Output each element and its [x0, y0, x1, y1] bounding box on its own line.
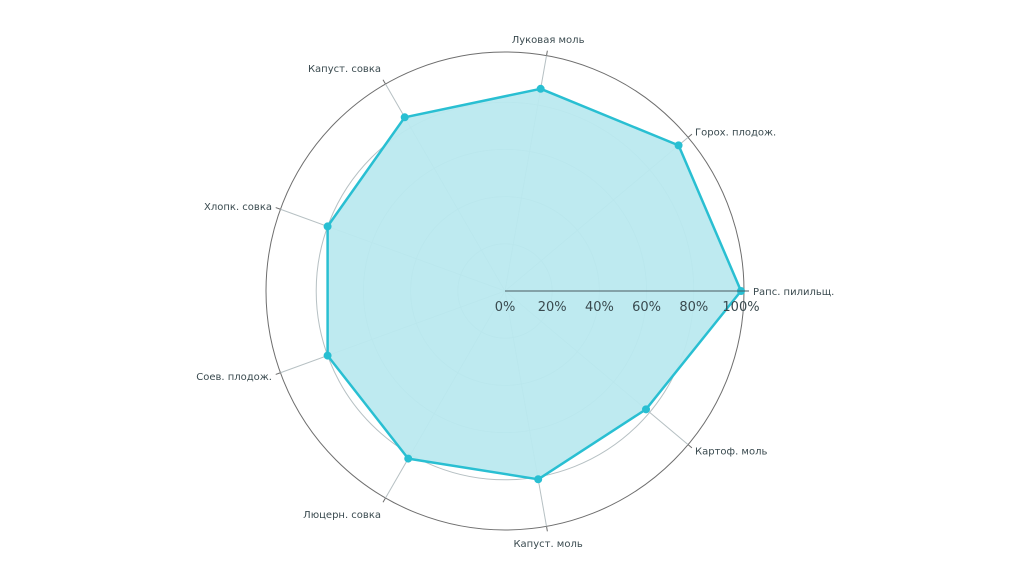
data-point — [404, 454, 413, 463]
category-label: Луковая моль — [512, 35, 585, 46]
category-label: Соев. плодож. — [196, 372, 272, 383]
category-label: Капуст. моль — [513, 539, 582, 550]
spoke-tick — [382, 79, 386, 85]
radial-tick-label: 100% — [722, 300, 759, 315]
category-label: Люцерн. совка — [303, 510, 381, 521]
category-label: Рапс. пилильщ. — [753, 287, 834, 298]
category-label: Капуст. совка — [308, 64, 381, 75]
data-point — [642, 405, 651, 414]
radial-tick-label: 60% — [632, 300, 661, 315]
spoke-tick — [546, 50, 548, 56]
data-point — [534, 475, 543, 484]
category-label: Хлопк. совка — [204, 202, 272, 213]
spoke-tick — [687, 133, 693, 138]
spoke-tick — [687, 444, 693, 449]
category-label: Горох. плодож. — [695, 128, 776, 139]
series-layer — [323, 84, 745, 484]
data-point — [400, 113, 409, 122]
spoke-tick — [275, 207, 281, 210]
radial-tick-label: 80% — [679, 300, 708, 315]
data-point — [323, 351, 332, 360]
spoke-tick — [275, 372, 281, 375]
radial-tick-label: 0% — [495, 300, 516, 315]
data-point — [536, 84, 545, 93]
label-layer: Рапс. пилильщ. Горох. плодож. Луковая моль… — [196, 35, 834, 550]
series-line — [326, 87, 743, 481]
spoke-tick — [382, 497, 386, 503]
radial-tick-label: 40% — [585, 300, 614, 315]
data-point — [323, 222, 332, 231]
series-area — [327, 88, 741, 480]
data-point — [674, 141, 683, 150]
axis-layer: 0% 20% 40% 60% 80% 100% — [495, 290, 760, 315]
category-label: Картоф. моль — [695, 446, 767, 457]
spoke-tick — [546, 526, 548, 532]
radial-tick-label: 20% — [538, 300, 567, 315]
